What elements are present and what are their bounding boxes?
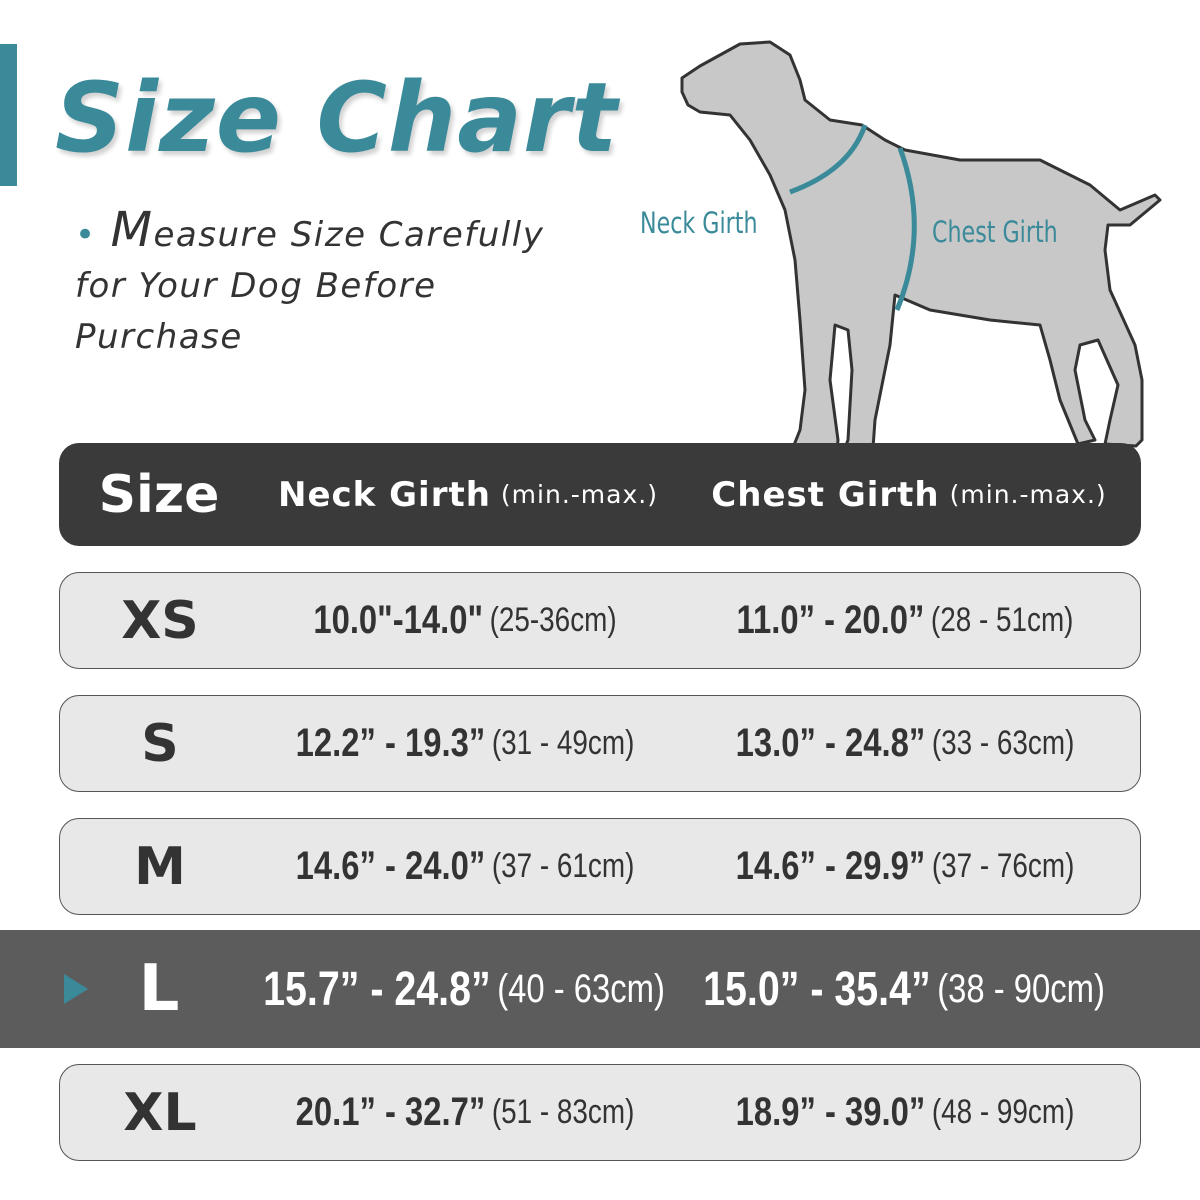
header-neck: Neck Girth (min.-max.) xyxy=(273,443,663,546)
selected-arrow-icon xyxy=(64,974,88,1004)
chest-cm: (28 - 51cm) xyxy=(930,601,1074,639)
chest-cell: 18.9” - 39.0” (48 - 99cm) xyxy=(704,1065,1106,1160)
chest-cm: (33 - 63cm) xyxy=(931,724,1075,762)
chest-girth-label: Chest Girth xyxy=(932,215,1058,249)
table-row-m: M 14.6” - 24.0” (37 - 61cm) 14.6” - 29.9”… xyxy=(59,818,1141,915)
accent-bar xyxy=(0,44,17,186)
bullet-icon: • xyxy=(75,215,97,255)
dog-silhouette-icon xyxy=(680,40,1162,470)
size-cell: XL xyxy=(123,1082,197,1143)
chest-cell: 14.6” - 29.9” (37 - 76cm) xyxy=(704,819,1106,914)
note-text: easure Size Carefully for Your Dog Befor… xyxy=(75,215,545,357)
note-first-letter: M xyxy=(110,202,154,258)
chest-cell: 11.0” - 20.0” (28 - 51cm) xyxy=(704,573,1106,668)
neck-inches: 12.2” - 19.3” xyxy=(295,721,486,765)
header-neck-label: Neck Girth xyxy=(278,474,491,515)
neck-inches: 14.6” - 24.0” xyxy=(295,844,486,888)
chest-cell: 13.0” - 24.8” (33 - 63cm) xyxy=(704,696,1106,791)
page-title: Size Chart xyxy=(55,62,619,174)
dog-body xyxy=(680,40,1162,470)
header-neck-sub: (min.-max.) xyxy=(500,480,658,509)
chest-inches: 13.0” - 24.8” xyxy=(735,721,926,765)
chest-cell: 15.0” - 35.4” (38 - 90cm) xyxy=(703,930,1105,1048)
chest-cm: (37 - 76cm) xyxy=(931,847,1075,885)
size-cell: M xyxy=(134,836,186,897)
neck-cm: (25-36cm) xyxy=(489,601,617,639)
neck-inches: 15.7” - 24.8” xyxy=(263,962,491,1016)
chest-girth-marker xyxy=(894,147,917,311)
neck-cm: (40 - 63cm) xyxy=(497,966,665,1011)
table-row-xl: XL 20.1” - 32.7” (51 - 83cm) 18.9” - 39.0… xyxy=(59,1064,1141,1161)
chest-inches: 11.0” - 20.0” xyxy=(736,598,925,642)
neck-girth-marker xyxy=(789,124,868,195)
size-cell: L xyxy=(138,952,180,1026)
table-row-s: S 12.2” - 19.3” (31 - 49cm) 13.0” - 24.8”… xyxy=(59,695,1141,792)
neck-cell: 14.6” - 24.0” (37 - 61cm) xyxy=(264,819,666,914)
chest-inches: 15.0” - 35.4” xyxy=(703,962,931,1016)
chest-inches: 18.9” - 39.0” xyxy=(735,1090,926,1134)
table-header: Size Neck Girth (min.-max.) Chest Girth (m… xyxy=(59,443,1141,546)
neck-cell: 20.1” - 32.7” (51 - 83cm) xyxy=(264,1065,666,1160)
table-row-l: L 15.7” - 24.8” (40 - 63cm) 15.0” - 35.4”… xyxy=(0,930,1200,1048)
size-cell: XS xyxy=(121,590,199,651)
neck-cell: 12.2” - 19.3” (31 - 49cm) xyxy=(264,696,666,791)
neck-cell: 15.7” - 24.8” (40 - 63cm) xyxy=(263,930,665,1048)
table-row-xs: XS 10.0"-14.0" (25-36cm) 11.0” - 20.0” (28… xyxy=(59,572,1141,669)
neck-cm: (51 - 83cm) xyxy=(491,1093,635,1131)
neck-cell: 10.0"-14.0" (25-36cm) xyxy=(264,573,666,668)
chest-cm: (38 - 90cm) xyxy=(937,966,1105,1011)
size-cell: S xyxy=(141,713,179,774)
header-chest: Chest Girth (min.-max.) xyxy=(709,443,1109,546)
neck-inches: 10.0"-14.0" xyxy=(313,598,484,642)
header-chest-sub: (min.-max.) xyxy=(949,480,1107,509)
measure-note: • Measure Size Carefully for Your Dog Bef… xyxy=(75,205,595,363)
neck-cm: (31 - 49cm) xyxy=(491,724,635,762)
header-size: Size xyxy=(98,464,220,525)
chest-cm: (48 - 99cm) xyxy=(931,1093,1075,1131)
header-chest-label: Chest Girth xyxy=(711,474,940,515)
neck-inches: 20.1” - 32.7” xyxy=(295,1090,486,1134)
chest-inches: 14.6” - 29.9” xyxy=(735,844,926,888)
neck-girth-label: Neck Girth xyxy=(640,206,758,240)
neck-cm: (37 - 61cm) xyxy=(491,847,635,885)
